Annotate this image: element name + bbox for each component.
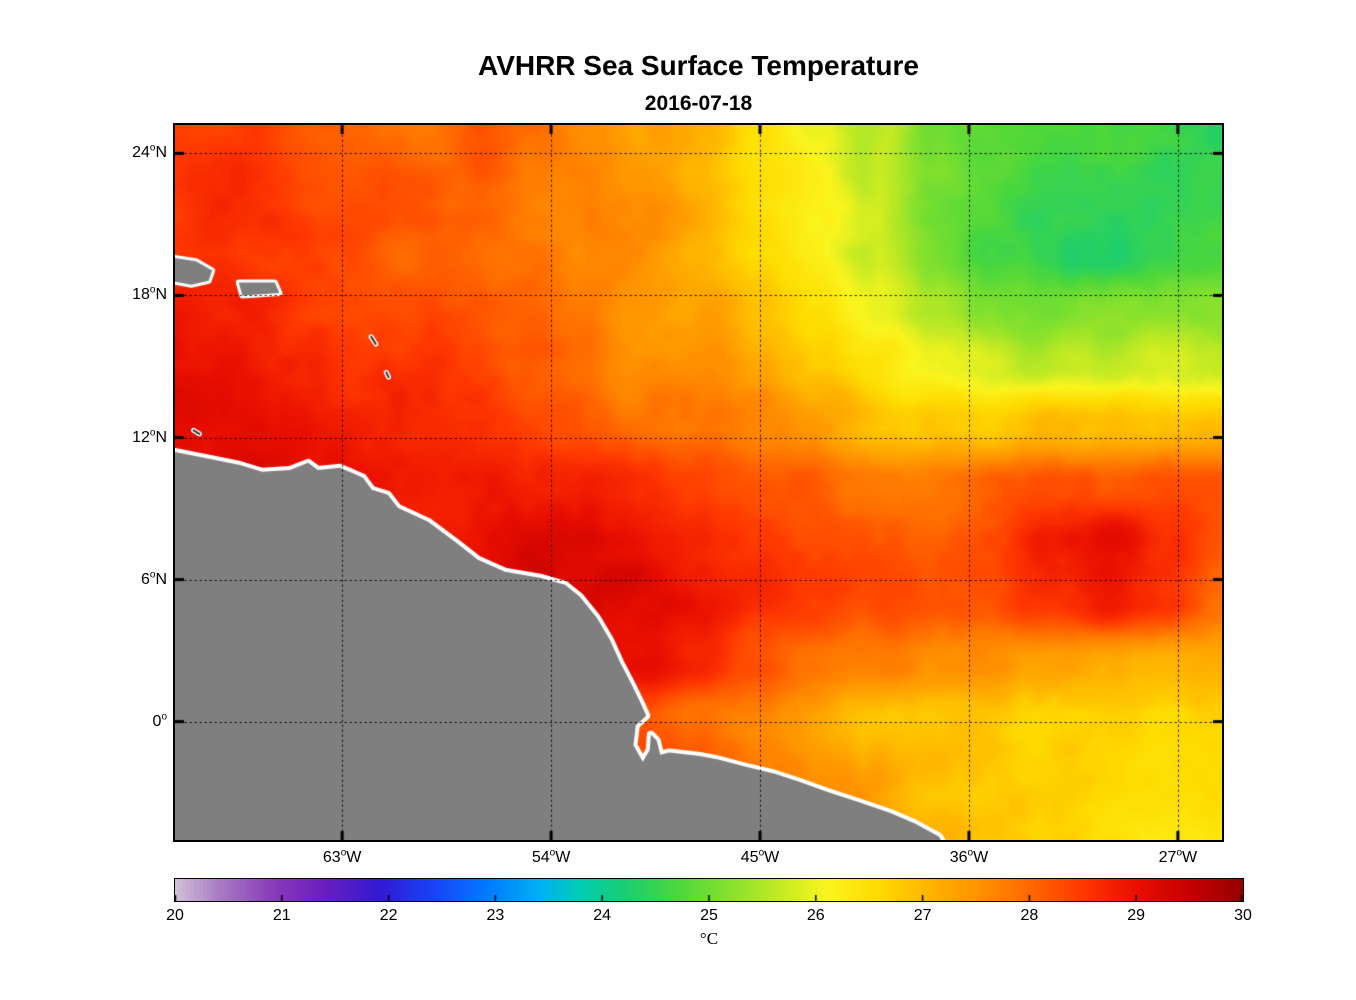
- colorbar-tick-label: 25: [700, 907, 718, 924]
- y-tick-label: 12oN: [132, 427, 167, 446]
- colorbar-canvas: [175, 879, 1243, 901]
- y-tick-label: 24oN: [132, 143, 167, 162]
- colorbar-tick-label: 20: [166, 907, 184, 924]
- colorbar-tick-label: 30: [1234, 907, 1252, 924]
- colorbar-tick-label: 29: [1127, 907, 1146, 924]
- colorbar-tick-label: 27: [913, 907, 932, 924]
- sst-heatmap-canvas: [175, 125, 1222, 840]
- x-tick-label: 45oW: [740, 847, 780, 866]
- colorbar-tick-label: 24: [593, 907, 612, 924]
- colorbar-tick-label: 28: [1020, 907, 1039, 924]
- colorbar: [174, 878, 1244, 902]
- x-tick-label: 27oW: [1158, 847, 1198, 866]
- y-tick-label: 6oN: [140, 569, 167, 588]
- colorbar-tick-label: 21: [272, 907, 291, 924]
- colorbar-unit-label: °C: [699, 929, 719, 948]
- chart-title: AVHRR Sea Surface Temperature: [478, 50, 919, 81]
- x-tick-label: 36oW: [949, 847, 989, 866]
- colorbar-tick-label: 26: [806, 907, 825, 924]
- sst-map-plot: [173, 123, 1224, 842]
- x-tick-label: 54oW: [531, 847, 571, 866]
- y-tick-label: 18oN: [132, 285, 167, 304]
- colorbar-tick-label: 22: [379, 907, 398, 924]
- x-tick-label: 63oW: [322, 847, 362, 866]
- y-tick-label: 0o: [152, 711, 167, 730]
- chart-subtitle: 2016-07-18: [644, 92, 753, 115]
- colorbar-tick-label: 23: [486, 907, 505, 924]
